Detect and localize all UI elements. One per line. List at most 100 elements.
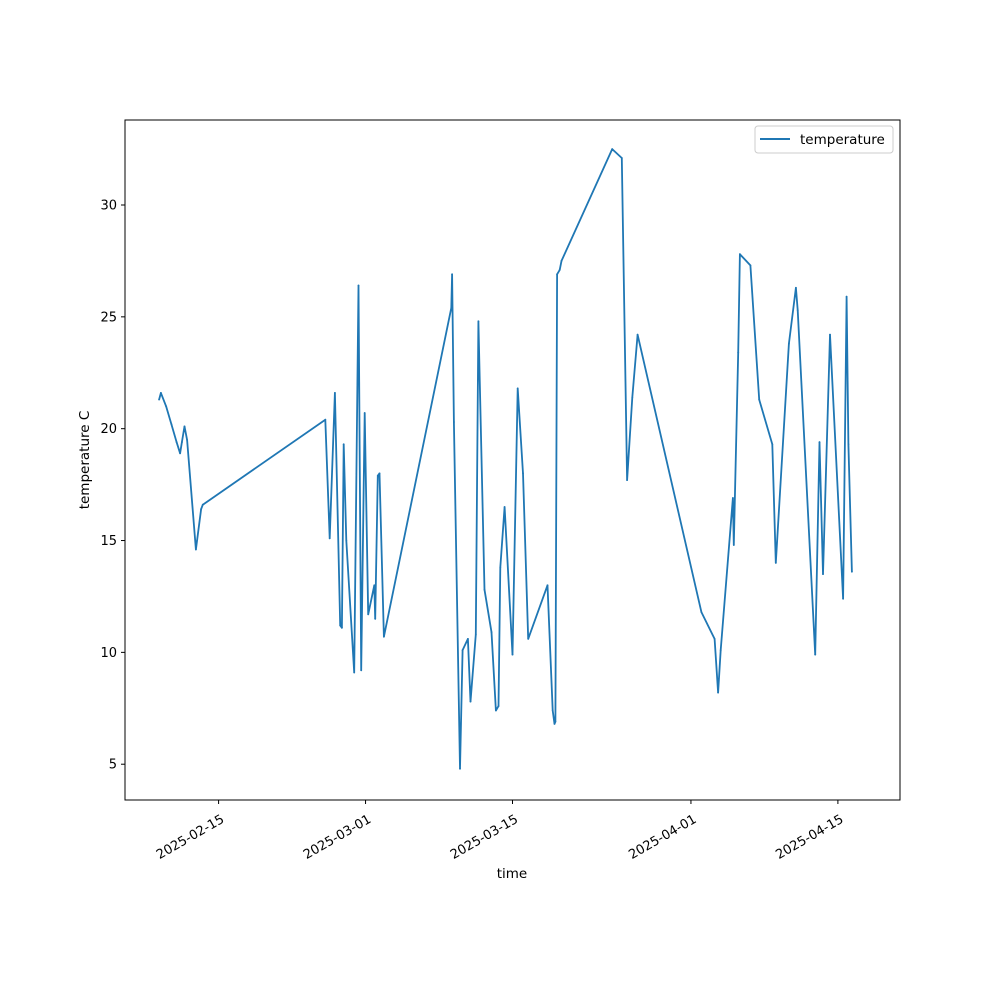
data-point — [170, 423, 173, 426]
plot-frame — [124, 119, 901, 801]
data-point — [527, 638, 530, 640]
data-point — [360, 669, 363, 672]
series-line-temperature — [158, 148, 853, 770]
data-point — [842, 597, 844, 600]
data-point — [556, 273, 558, 276]
data-point — [495, 709, 497, 712]
data-point — [732, 544, 735, 546]
data-point — [851, 570, 853, 573]
y-tick-label: 30 — [100, 199, 117, 214]
data-point — [200, 508, 203, 511]
data-point — [771, 443, 774, 446]
data-point — [845, 295, 848, 298]
data-point — [499, 566, 502, 569]
data-point — [497, 705, 500, 707]
data-point — [700, 611, 703, 613]
data-point — [749, 264, 752, 267]
y-tick-label: 25 — [100, 310, 117, 325]
data-point — [611, 148, 614, 151]
data-point — [829, 333, 831, 336]
plot-area — [158, 148, 853, 770]
legend-box — [754, 125, 894, 154]
x-tick-label: 2025-04-01 — [626, 812, 699, 863]
data-point — [822, 573, 824, 575]
data-point — [490, 631, 493, 634]
data-point — [334, 392, 336, 394]
y-tick-label: 5 — [109, 758, 117, 773]
data-point — [818, 441, 821, 443]
data-point — [383, 635, 385, 638]
data-point — [636, 333, 639, 336]
data-point — [341, 626, 343, 629]
data-point — [195, 548, 197, 551]
data-point — [739, 253, 741, 256]
data-point — [183, 425, 186, 428]
y-axis: 5 10 15 20 25 30 — [100, 199, 125, 773]
data-point — [546, 584, 549, 587]
data-point — [795, 286, 797, 289]
data-point — [788, 342, 790, 345]
data-point — [814, 653, 817, 656]
data-point — [522, 472, 524, 475]
x-axis-label: time — [497, 866, 528, 882]
x-tick-label: 2025-03-01 — [301, 812, 374, 863]
data-point — [717, 691, 719, 694]
data-point — [186, 439, 189, 441]
data-point — [469, 700, 472, 703]
legend: temperature — [754, 125, 894, 154]
data-point — [796, 309, 799, 311]
data-point — [378, 472, 381, 475]
data-point — [551, 709, 554, 712]
y-tick-label: 15 — [100, 534, 117, 549]
data-point — [758, 398, 761, 401]
data-point — [516, 387, 519, 390]
y-tick-label: 10 — [100, 646, 117, 661]
data-point — [339, 624, 342, 627]
data-point — [503, 506, 506, 508]
y-tick-label: 20 — [100, 422, 117, 437]
data-point — [737, 351, 740, 354]
data-point — [554, 720, 557, 723]
legend-label-temperature: temperature — [800, 132, 885, 148]
data-point — [453, 421, 455, 423]
data-point — [713, 638, 716, 640]
x-tick-label: 2025-04-15 — [773, 812, 846, 863]
data-point — [373, 584, 376, 587]
data-point — [450, 307, 453, 309]
data-point — [461, 649, 464, 651]
data-point — [179, 452, 182, 455]
data-point — [474, 633, 477, 636]
data-point — [165, 405, 168, 408]
data-point — [483, 588, 486, 591]
data-point — [511, 653, 514, 656]
data-point — [719, 649, 722, 651]
data-point — [160, 392, 162, 394]
x-tick-label: 2025-02-15 — [154, 812, 227, 863]
data-point — [451, 273, 453, 276]
data-point — [467, 638, 469, 640]
data-point — [626, 479, 628, 481]
data-point — [847, 443, 850, 446]
data-point — [732, 497, 734, 499]
x-axis: 2025-02-15 2025-03-01 2025-03-15 2025-04-01… — [154, 800, 846, 863]
data-point — [774, 562, 777, 564]
data-point — [560, 260, 563, 262]
data-point — [181, 441, 183, 443]
data-point — [459, 767, 461, 770]
data-point — [553, 723, 556, 725]
data-point — [376, 474, 379, 477]
data-point — [158, 398, 161, 401]
data-point — [324, 418, 327, 421]
data-point — [558, 269, 561, 271]
data-point — [631, 396, 634, 399]
data-point — [345, 539, 348, 542]
data-point — [328, 537, 331, 540]
x-tick-label: 2025-03-15 — [448, 812, 521, 863]
data-point — [357, 284, 360, 287]
data-point — [477, 320, 480, 323]
data-point — [363, 412, 366, 414]
data-point — [342, 443, 345, 446]
data-point — [175, 441, 178, 443]
y-axis-label: temperature C — [77, 411, 93, 510]
